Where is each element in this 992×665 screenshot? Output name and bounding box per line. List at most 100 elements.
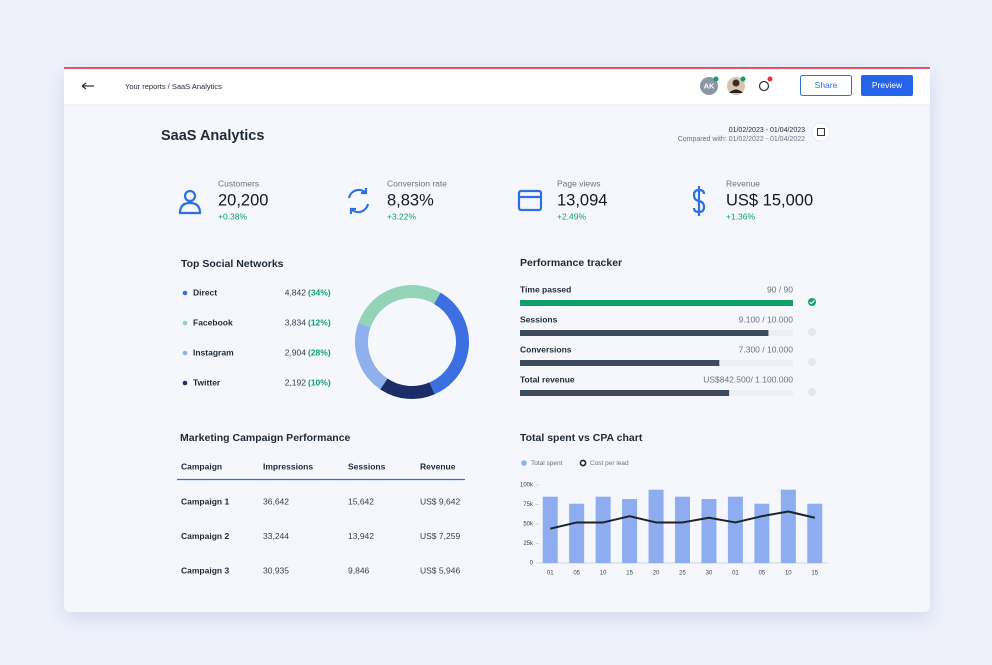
network-value: 2,192 — [285, 377, 307, 387]
preview-button[interactable] — [861, 75, 913, 96]
table-cell: Campaign 2 — [181, 531, 229, 541]
x-tick-label: 05 — [759, 571, 766, 577]
legend-label: Total spent — [531, 460, 563, 467]
donut-segment — [358, 285, 441, 328]
tracker-value: 9.100 / 10.000 — [739, 314, 794, 324]
top-accent — [64, 67, 930, 69]
donut-segment — [355, 322, 388, 390]
table-cell: Campaign 1 — [181, 496, 229, 506]
x-tick-label: 30 — [706, 571, 713, 577]
status-icon — [808, 298, 816, 306]
kpi-label: Revenue — [726, 178, 760, 188]
network-share: (10%) — [308, 377, 331, 387]
kpi-change: +1.36% — [726, 211, 756, 221]
y-tick-label: 50k — [523, 522, 534, 528]
breadcrumb[interactable]: Your reports / SaaS Analytics — [125, 82, 222, 91]
kpi-change: +0.38% — [218, 211, 248, 221]
table-title: Marketing Campaign Performance — [180, 432, 351, 444]
table-cell: Campaign 3 — [181, 565, 229, 575]
legend-marker — [521, 460, 527, 466]
tracker-label: Total revenue — [520, 374, 575, 384]
legend-label: Cost per lead — [590, 460, 629, 467]
table-cell: 33,244 — [263, 531, 289, 541]
table-cell: 30,935 — [263, 565, 289, 575]
bar — [754, 503, 770, 563]
status-dot — [713, 76, 719, 82]
table-cell: US$ 9,642 — [420, 496, 460, 506]
bar — [780, 489, 796, 563]
y-tick-label: 0 — [530, 561, 534, 567]
tracker-value: 7.300 / 10.000 — [739, 344, 794, 354]
x-tick-label: 01 — [547, 571, 554, 577]
network-name: Direct — [193, 287, 217, 297]
avatar[interactable] — [700, 77, 718, 95]
bar — [542, 496, 558, 563]
table-header: Revenue — [420, 461, 456, 471]
table-cell: 36,642 — [263, 496, 289, 506]
legend-marker — [579, 459, 587, 467]
table-header: Impressions — [263, 461, 313, 471]
network-name: Facebook — [193, 317, 233, 327]
avatar-initials: AK — [704, 81, 715, 90]
bar — [807, 503, 823, 563]
table-cell: US$ 7,259 — [420, 531, 460, 541]
calendar-icon — [817, 128, 825, 136]
tracker-bar — [520, 330, 769, 336]
kpi-value: 20,200 — [218, 191, 268, 209]
bar — [569, 503, 585, 563]
report-title: SaaS Analytics — [161, 128, 264, 144]
legend-dot — [182, 290, 188, 296]
top-bar — [64, 67, 930, 105]
line-series — [549, 510, 816, 530]
share-button[interactable] — [800, 75, 852, 96]
calendar-button[interactable] — [811, 122, 831, 142]
network-value: 4,842 — [285, 287, 307, 297]
table-cell: 13,942 — [348, 531, 374, 541]
notification-dot — [767, 76, 773, 82]
card — [64, 67, 930, 612]
compared-with: Compared with: 01/02/2022 - 01/04/2022 — [678, 136, 805, 143]
y-tick-label: 75k — [523, 502, 534, 508]
y-tick-label: 100k — [520, 483, 534, 489]
network-value: 3,834 — [285, 317, 307, 327]
conversion-icon — [347, 188, 370, 214]
network-name: Instagram — [193, 347, 234, 357]
kpi-label: Page views — [557, 178, 600, 188]
date-range[interactable]: 01/02/2023 - 01/04/2023 — [729, 127, 805, 134]
customers-icon-body — [178, 201, 202, 215]
back-arrow[interactable] — [81, 82, 94, 90]
kpi-change: +3.22% — [387, 211, 417, 221]
table-cell: 9,846 — [348, 565, 370, 575]
table-cell: 15,642 — [348, 496, 374, 506]
table-header: Sessions — [348, 461, 386, 471]
revenue-icon — [692, 186, 706, 216]
bar — [622, 499, 638, 563]
status-icon — [808, 358, 816, 366]
network-share: (12%) — [308, 317, 331, 327]
kpi-icons — [178, 186, 706, 216]
x-tick-label: 20 — [653, 571, 660, 577]
y-tick-label: 25k — [523, 541, 534, 547]
chat-icon[interactable] — [758, 80, 770, 92]
x-tick-label: 10 — [785, 571, 792, 577]
kpi-value: 13,094 — [557, 191, 607, 209]
legend-dot — [182, 380, 188, 386]
tracker-title: Performance tracker — [520, 257, 622, 269]
tracker-bar — [520, 300, 793, 306]
table-cell: US$ 5,946 — [420, 565, 460, 575]
bar — [648, 489, 664, 563]
preview-label: Preview — [872, 80, 903, 90]
x-tick-label: 25 — [679, 571, 686, 577]
tracker-label: Time passed — [520, 284, 571, 294]
bar — [727, 496, 743, 563]
share-label: Share — [815, 80, 838, 90]
donut-segment — [380, 378, 435, 399]
legend-dot — [182, 320, 188, 326]
network-name: Twitter — [193, 377, 221, 387]
status-check — [809, 300, 815, 305]
avatar-body — [729, 89, 743, 93]
bar — [595, 496, 611, 563]
network-share: (34%) — [308, 287, 331, 297]
network-value: 2,904 — [285, 347, 307, 357]
